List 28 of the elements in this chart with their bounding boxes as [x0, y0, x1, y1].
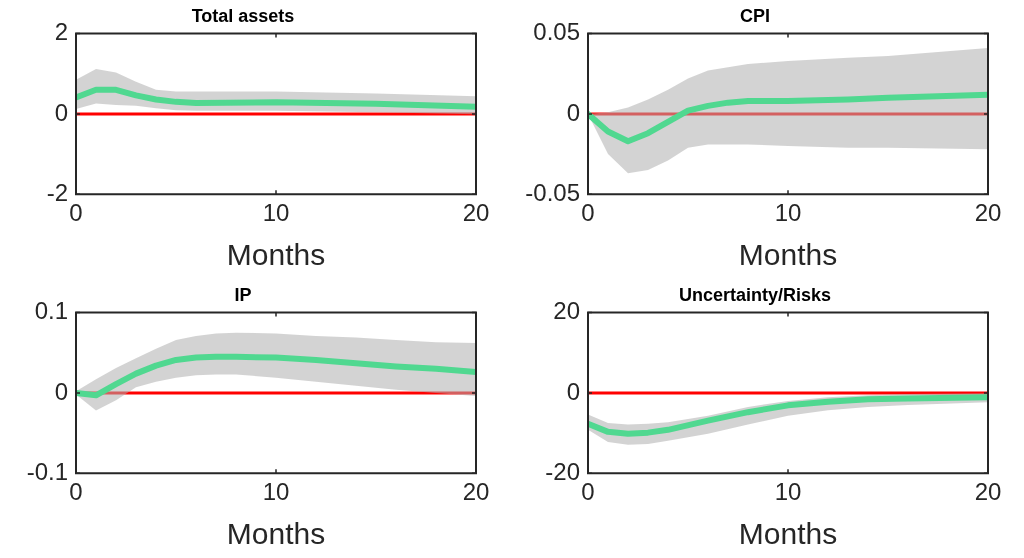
y-tick-label: 0 [566, 377, 580, 405]
y-tick-label: 0 [54, 377, 68, 405]
y-tick-label: 0.1 [34, 297, 68, 325]
x-tick-label: 10 [262, 199, 290, 227]
x-axis-title: Months [226, 238, 326, 272]
y-tick-label: 2 [54, 18, 68, 46]
chart-title: Uncertainty/Risks [678, 284, 832, 305]
y-tick-label: -20 [545, 457, 580, 485]
chart-title: Total assets [191, 5, 295, 26]
chart-title: IP [234, 284, 252, 305]
x-tick-label: 10 [774, 478, 802, 506]
x-tick-label: 20 [462, 199, 490, 227]
x-axis-title: Months [738, 238, 838, 272]
y-tick-label: 0.05 [533, 18, 580, 46]
y-tick-label: -2 [46, 178, 68, 206]
chart-title: CPI [739, 5, 771, 26]
x-tick-label: 10 [774, 199, 802, 227]
x-tick-label: 20 [462, 478, 490, 506]
x-tick-label: 20 [974, 478, 1002, 506]
y-tick-label: -0.1 [26, 457, 68, 485]
y-tick-label: -0.05 [525, 178, 580, 206]
x-axis-title: Months [226, 517, 326, 551]
y-tick-label: 20 [553, 297, 580, 325]
x-tick-label: 20 [974, 199, 1002, 227]
x-axis-title: Months [738, 517, 838, 551]
y-tick-label: 0 [566, 98, 580, 126]
x-tick-label: 10 [262, 478, 290, 506]
y-tick-label: 0 [54, 98, 68, 126]
